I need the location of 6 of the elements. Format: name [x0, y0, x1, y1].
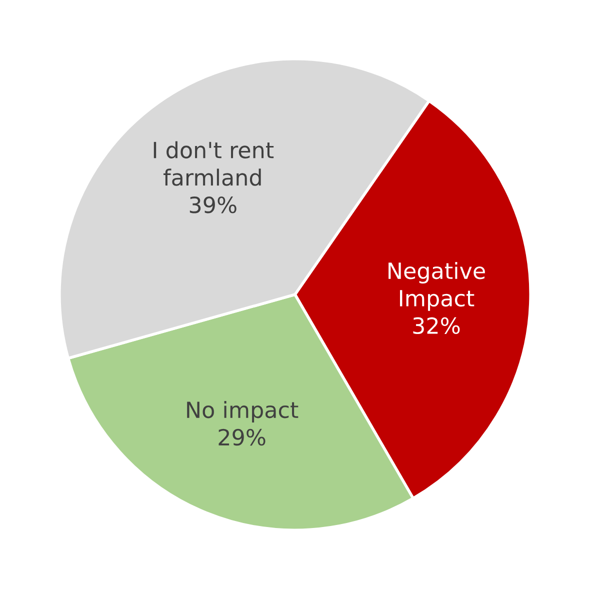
data-label: 29% [218, 428, 266, 446]
slice-label: Negative Impact [388, 262, 485, 311]
data-label: 39% [190, 196, 236, 214]
slice-label: I don't rent farmland [154, 141, 274, 186]
slice-label: No impact [187, 401, 298, 423]
data-label: 32% [413, 317, 460, 334]
